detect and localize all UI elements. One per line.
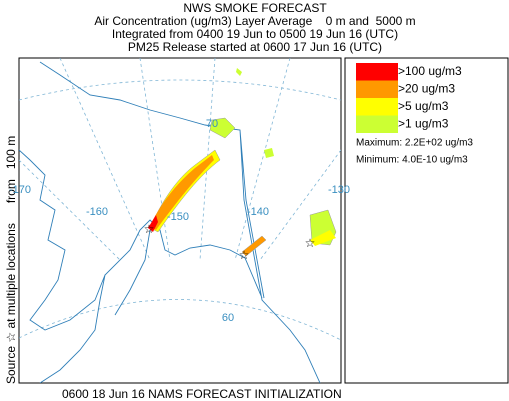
legend-label: >100 ug/m3 [398,64,462,78]
longitude-label: -170 [9,184,31,196]
plume [209,117,236,139]
map: ☆ ☆ ☆ [18,57,342,384]
source-star: ☆ [144,222,155,236]
longitude-label: -150 [167,211,189,223]
legend-label: >20 ug/m3 [398,82,455,96]
legend-minimum: Minimum: 4.0E-10 ug/m3 [356,155,468,166]
legend-swatch [356,98,398,116]
latitude-label: 60 [222,312,234,324]
subtitle: PM25 Release started at 0600 17 Jun 16 (… [128,40,382,54]
legend-maximum: Maximum: 2.2E+02 ug/m3 [356,138,473,149]
plume [148,215,158,232]
plume [241,235,267,257]
title: NWS SMOKE FORECAST [183,1,327,15]
longitude-label: -140 [247,206,269,218]
plume [236,68,274,158]
source-star: ☆ [239,248,250,262]
graticule [19,58,341,341]
subtitle: Air Concentration (ug/m3) Layer Average … [94,14,415,28]
legend-swatch [356,80,398,98]
longitude-label: -160 [86,206,108,218]
plume [150,155,214,230]
source-label: Source ☆ at multiple locations from 100 … [4,136,18,384]
legend-label: >1 ug/m3 [398,117,449,131]
subtitle: Integrated from 0400 19 Jun to 0500 19 J… [112,27,398,41]
latitude-label: 70 [206,118,218,130]
legend-swatch [356,63,398,81]
legend-label: >5 ug/m3 [398,99,449,113]
longitude-label: -130 [328,184,350,196]
source-star: ☆ [305,236,316,250]
plume [310,230,336,246]
footer: 0600 18 Jun 16 NAMS FORECAST INITIALIZAT… [62,387,342,401]
legend-swatch [356,115,398,133]
map-frame [18,57,342,384]
